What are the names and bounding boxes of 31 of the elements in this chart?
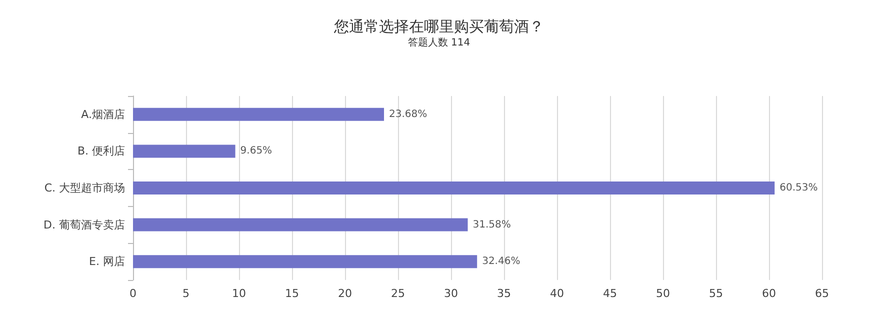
y-tick-label: E. 网店 bbox=[89, 255, 125, 268]
x-tick-label: 45 bbox=[603, 287, 617, 300]
data-label: 32.46% bbox=[482, 256, 520, 268]
bar bbox=[133, 255, 478, 268]
bar bbox=[133, 182, 775, 194]
x-tick-label: 25 bbox=[391, 287, 405, 300]
data-label: 31.58% bbox=[472, 219, 511, 230]
x-tick-label: 40 bbox=[550, 287, 564, 300]
data-label: 9.65% bbox=[240, 146, 272, 157]
chart-title: 您通常选择在哪里购买葡萄酒？ bbox=[333, 18, 544, 36]
x-tick-label: 5 bbox=[182, 287, 190, 300]
data-label: 60.53% bbox=[780, 182, 818, 194]
x-tick-label: 35 bbox=[497, 287, 511, 300]
data-label: 23.68% bbox=[389, 108, 428, 120]
y-tick-label: D. 葡萄酒专卖店 bbox=[44, 218, 125, 232]
x-tick-label: 60 bbox=[762, 287, 776, 300]
y-tick-label: B. 便利店 bbox=[77, 144, 125, 158]
x-tick-label: 15 bbox=[285, 287, 299, 300]
y-tick-label: C. 大型超市商场 bbox=[44, 182, 125, 194]
y-tick-label: A.烟酒店 bbox=[81, 108, 125, 121]
x-tick-label: 65 bbox=[815, 287, 829, 300]
x-tick-label: 20 bbox=[338, 287, 352, 300]
x-tick-label: 30 bbox=[444, 287, 458, 300]
x-tick-label: 50 bbox=[656, 287, 670, 300]
bar bbox=[133, 218, 468, 232]
x-tick-label: 0 bbox=[130, 287, 136, 300]
bar bbox=[133, 144, 236, 158]
x-tick-label: 10 bbox=[232, 287, 246, 300]
chart-subtitle: 答题人数 114 bbox=[408, 36, 470, 48]
x-tick-label: 55 bbox=[709, 287, 723, 300]
bar bbox=[133, 108, 384, 121]
